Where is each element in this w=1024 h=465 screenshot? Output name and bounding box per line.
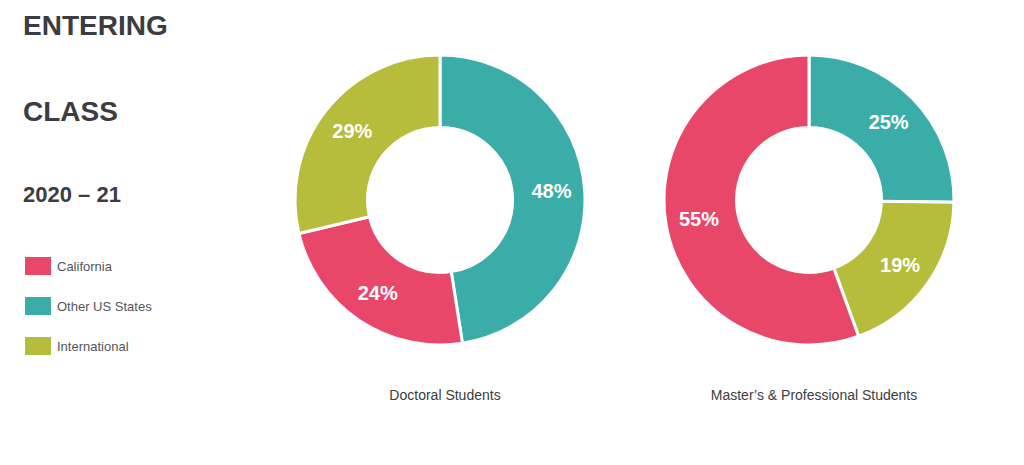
svg-text:2020 – 21: 2020 – 21	[23, 182, 121, 207]
svg-text:19%: 19%	[880, 254, 920, 276]
svg-text:Master’s & Professional Studen: Master’s & Professional Students	[711, 387, 917, 403]
svg-text:International: International	[57, 339, 129, 354]
svg-text:CLASS: CLASS	[23, 96, 118, 127]
svg-text:29%: 29%	[332, 120, 372, 142]
svg-text:Other US States: Other US States	[57, 299, 152, 314]
svg-text:24%: 24%	[358, 282, 398, 304]
svg-text:California: California	[57, 259, 113, 274]
svg-text:Doctoral Students: Doctoral Students	[389, 387, 500, 403]
svg-text:55%: 55%	[679, 208, 719, 230]
svg-text:48%: 48%	[531, 180, 571, 202]
svg-text:25%: 25%	[869, 111, 909, 133]
svg-text:ENTERING: ENTERING	[23, 10, 168, 41]
